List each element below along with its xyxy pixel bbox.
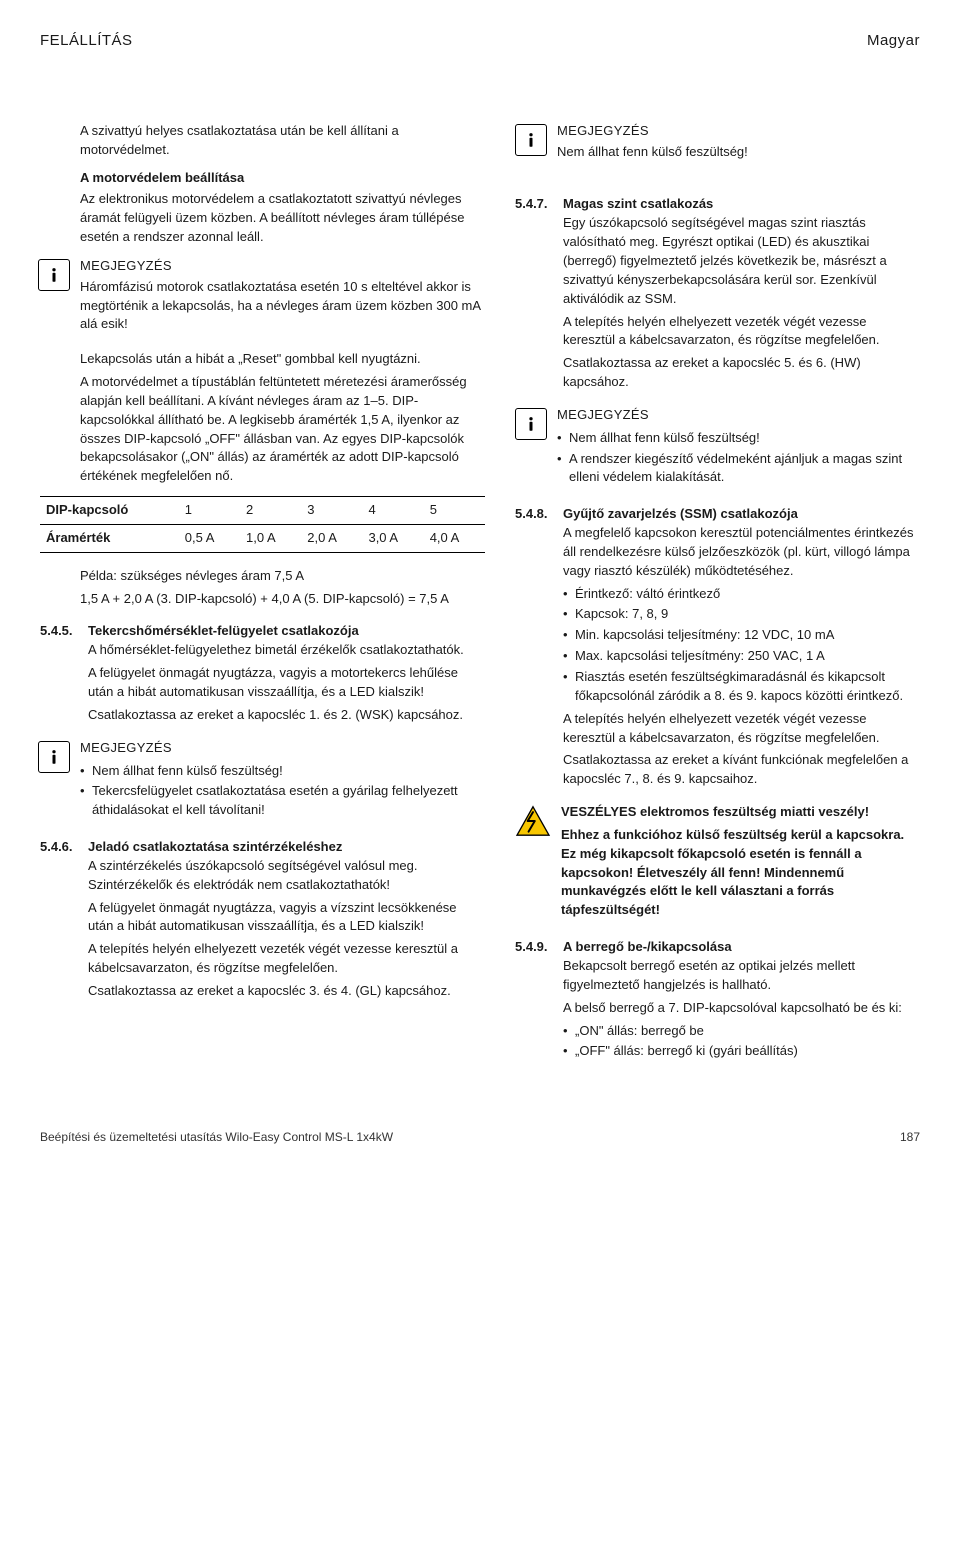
s546-p1: A szintérzékelés úszókapcsoló segítségév…: [88, 857, 485, 895]
s547-p1: Egy úszókapcsoló segítségével magas szin…: [563, 214, 920, 308]
warning-icon: [515, 805, 551, 837]
section-549: 5.4.9. A berregő be-/kikapcsolása Bekapc…: [515, 938, 920, 1065]
section-num: 5.4.8.: [515, 505, 555, 793]
dip-table: DIP-kapcsoló 1 2 3 4 5 Áramérték 0,5 A 1…: [40, 496, 485, 553]
example-l2: 1,5 A + 2,0 A (3. DIP-kapcsoló) + 4,0 A …: [80, 590, 485, 609]
s547-p3: Csatlakoztassa az ereket a kapocsléc 5. …: [563, 354, 920, 392]
list-item: Min. kapcsolási teljesítmény: 12 VDC, 10…: [563, 626, 920, 645]
section-title: Tekercshőmérséklet-felügyelet csatlakozó…: [88, 623, 359, 638]
example-l1: Példa: szükséges névleges áram 7,5 A: [80, 567, 485, 586]
s549-p2: A belső berregő a 7. DIP-kapcsolóval kap…: [563, 999, 920, 1018]
section-num: 5.4.7.: [515, 195, 555, 395]
note-block-3: MEGJEGYZÉS Nem állhat fenn külső feszült…: [515, 406, 920, 491]
section-546: 5.4.6. Jeladó csatlakoztatása szintérzék…: [40, 838, 485, 1005]
s545-p2: A felügyelet önmagát nyugtázza, vagyis a…: [88, 664, 485, 702]
reset-p2: A motorvédelmet a típustáblán feltüntete…: [80, 373, 485, 486]
intro-text: A szivattyú helyes csatlakoztatása után …: [80, 122, 485, 160]
section-title: Magas szint csatlakozás: [563, 196, 713, 211]
section-548: 5.4.8. Gyűjtő zavarjelzés (SSM) csatlako…: [515, 505, 920, 793]
list-item: „OFF" állás: berregő ki (gyári beállítás…: [563, 1042, 920, 1061]
section-title: A berregő be-/kikapcsolása: [563, 939, 732, 954]
s548-p3: Csatlakoztassa az ereket a kívánt funkci…: [563, 751, 920, 789]
note-block-1: MEGJEGYZÉS Háromfázisú motorok csatlakoz…: [38, 257, 485, 338]
s549-p1: Bekapcsolt berregő esetén az optikai jel…: [563, 957, 920, 995]
section-545: 5.4.5. Tekercshőmérséklet-felügyelet csa…: [40, 622, 485, 728]
motor-protect-body: Az elektronikus motorvédelem a csatlakoz…: [80, 190, 485, 247]
list-item: Érintkező: váltó érintkező: [563, 585, 920, 604]
note-block-top: MEGJEGYZÉS Nem állhat fenn külső feszült…: [515, 122, 920, 166]
info-icon: [515, 408, 547, 440]
note-title: MEGJEGYZÉS: [557, 122, 920, 141]
info-icon: [515, 124, 547, 156]
note-bullet: A rendszer kiegészítő védelmeként ajánlj…: [557, 450, 920, 488]
s548-p1: A megfelelő kapcsokon keresztül potenciá…: [563, 524, 920, 581]
note-bullet: Nem állhat fenn külső feszültség!: [80, 762, 485, 781]
warn-line2: Ehhez a funkcióhoz külső feszültség kerü…: [561, 826, 920, 920]
s545-p1: A hőmérséklet-felügyelethez bimetál érzé…: [88, 641, 485, 660]
header-right: Magyar: [867, 30, 920, 52]
footer-left: Beépítési és üzemeltetési utasítás Wilo-…: [40, 1129, 393, 1146]
note-body: Nem állhat fenn külső feszültség!: [557, 143, 920, 162]
note-bullet: Nem állhat fenn külső feszültség!: [557, 429, 920, 448]
s546-p4: Csatlakoztassa az ereket a kapocsléc 3. …: [88, 982, 485, 1001]
note-title: MEGJEGYZÉS: [557, 406, 920, 425]
reset-p1: Lekapcsolás után a hibát a „Reset" gombb…: [80, 350, 485, 369]
footer-page: 187: [900, 1129, 920, 1146]
note-bullet: Tekercsfelügyelet csatlakoztatása esetén…: [80, 782, 485, 820]
section-num: 5.4.6.: [40, 838, 80, 1005]
s546-p2: A felügyelet önmagát nyugtázza, vagyis a…: [88, 899, 485, 937]
list-item: Max. kapcsolási teljesítmény: 250 VAC, 1…: [563, 647, 920, 666]
note-title: MEGJEGYZÉS: [80, 257, 485, 276]
note-block-2: MEGJEGYZÉS Nem állhat fenn külső feszült…: [38, 739, 485, 824]
list-item: „ON" állás: berregő be: [563, 1022, 920, 1041]
section-title: Gyűjtő zavarjelzés (SSM) csatlakozója: [563, 506, 798, 521]
dip-row1-label: DIP-kapcsoló: [40, 497, 179, 525]
section-num: 5.4.5.: [40, 622, 80, 728]
header-left: FELÁLLÍTÁS: [40, 30, 133, 52]
left-column: A szivattyú helyes csatlakoztatása után …: [40, 122, 485, 1069]
list-item: Kapcsok: 7, 8, 9: [563, 605, 920, 624]
warn-line1: VESZÉLYES elektromos feszültség miatti v…: [561, 803, 920, 822]
note-title: MEGJEGYZÉS: [80, 739, 485, 758]
dip-row2-label: Áramérték: [40, 524, 179, 552]
motor-protect-title: A motorvédelem beállítása: [80, 169, 485, 188]
list-item: Riasztás esetén feszültségkimaradásnál é…: [563, 668, 920, 706]
s546-p3: A telepítés helyén elhelyezett vezeték v…: [88, 940, 485, 978]
s545-p3: Csatlakoztassa az ereket a kapocsléc 1. …: [88, 706, 485, 725]
section-num: 5.4.9.: [515, 938, 555, 1065]
note-body: Háromfázisú motorok csatlakoztatása eset…: [80, 278, 485, 335]
table-row: DIP-kapcsoló 1 2 3 4 5: [40, 497, 485, 525]
table-row: Áramérték 0,5 A 1,0 A 2,0 A 3,0 A 4,0 A: [40, 524, 485, 552]
info-icon: [38, 259, 70, 291]
section-547: 5.4.7. Magas szint csatlakozás Egy úszók…: [515, 195, 920, 395]
info-icon: [38, 741, 70, 773]
warning-block: VESZÉLYES elektromos feszültség miatti v…: [515, 803, 920, 924]
right-column: MEGJEGYZÉS Nem állhat fenn külső feszült…: [515, 122, 920, 1069]
s548-p2: A telepítés helyén elhelyezett vezeték v…: [563, 710, 920, 748]
s547-p2: A telepítés helyén elhelyezett vezeték v…: [563, 313, 920, 351]
section-title: Jeladó csatlakoztatása szintérzékeléshez: [88, 839, 342, 854]
